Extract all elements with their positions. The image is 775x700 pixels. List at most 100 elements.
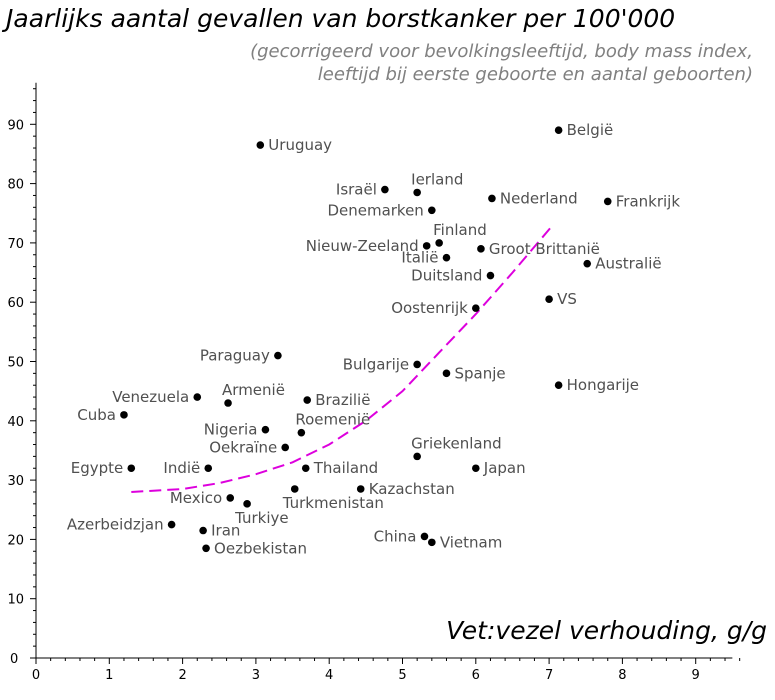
data-point bbox=[545, 295, 553, 304]
data-point bbox=[472, 464, 480, 473]
data-point bbox=[428, 538, 436, 547]
point-label: Israël bbox=[336, 181, 377, 199]
chart-subtitle-line-2: leeftijd bij eerste geboorte en aantal g… bbox=[317, 64, 753, 85]
x-tick-label: 6 bbox=[472, 668, 480, 683]
point-label: Duitsland bbox=[411, 267, 482, 285]
data-point bbox=[127, 464, 136, 473]
data-point bbox=[477, 245, 485, 253]
x-tick-label: 7 bbox=[545, 668, 553, 683]
data-point bbox=[297, 428, 306, 437]
point-label: Nederland bbox=[500, 189, 578, 207]
y-tick-label: 90 bbox=[7, 118, 24, 133]
data-point bbox=[167, 520, 176, 529]
data-points bbox=[120, 126, 612, 553]
point-label: Frankrijk bbox=[616, 192, 681, 210]
point-label: China bbox=[374, 527, 417, 545]
point-label: Ierland bbox=[411, 170, 463, 188]
data-point bbox=[281, 443, 290, 452]
x-tick-label: 4 bbox=[325, 668, 333, 683]
data-point bbox=[303, 396, 312, 404]
chart-subtitle: (gecorrigeerd voor bevolkingsleeftijd, b… bbox=[250, 40, 753, 86]
chart-subtitle-line-1: (gecorrigeerd voor bevolkingsleeftijd, b… bbox=[250, 41, 753, 62]
data-point bbox=[422, 242, 431, 250]
data-point bbox=[381, 185, 389, 194]
point-label: Turkmenistan bbox=[282, 494, 384, 512]
y-tick-label: 40 bbox=[7, 415, 24, 430]
trend-line bbox=[131, 224, 554, 493]
point-label: Mexico bbox=[170, 489, 222, 507]
x-tick-label: 0 bbox=[32, 668, 40, 683]
point-label: Brazilië bbox=[315, 391, 370, 409]
point-label: Iran bbox=[211, 522, 240, 540]
point-label: Uruguay bbox=[268, 136, 332, 154]
point-label: Nieuw-Zeeland bbox=[306, 237, 419, 255]
data-point bbox=[554, 381, 563, 390]
point-label: Italië bbox=[401, 249, 438, 267]
x-tick-label: 9 bbox=[692, 668, 700, 683]
y-tick-label: 50 bbox=[7, 356, 24, 371]
x-tick-label: 5 bbox=[398, 668, 406, 683]
y-tick-label: 0 bbox=[10, 652, 18, 667]
point-label: Denemarken bbox=[327, 201, 423, 219]
data-point bbox=[301, 464, 310, 473]
data-point bbox=[224, 399, 232, 407]
data-point bbox=[261, 425, 270, 434]
data-point bbox=[204, 464, 213, 473]
point-label: Nigeria bbox=[204, 421, 258, 439]
data-point bbox=[256, 141, 265, 149]
data-point bbox=[243, 500, 251, 508]
point-label: Roemenië bbox=[295, 411, 370, 429]
point-label: Hongarije bbox=[567, 376, 639, 394]
data-point bbox=[226, 494, 235, 502]
chart-title: Jaarlijks aantal gevallen van borstkanke… bbox=[6, 4, 676, 33]
y-tick-label: 60 bbox=[7, 296, 24, 311]
data-point bbox=[435, 239, 443, 247]
data-point bbox=[193, 393, 202, 401]
data-point bbox=[202, 544, 210, 553]
point-label: Turkiye bbox=[234, 509, 289, 527]
point-label: Paraguay bbox=[200, 347, 270, 365]
point-label: Bulgarije bbox=[343, 355, 409, 373]
y-tick-label: 70 bbox=[7, 237, 24, 252]
x-tick-label: 8 bbox=[618, 668, 626, 683]
data-point bbox=[488, 194, 496, 203]
data-point bbox=[274, 351, 282, 360]
data-point bbox=[428, 206, 436, 215]
point-label: Cuba bbox=[77, 406, 116, 424]
data-point bbox=[603, 197, 612, 206]
data-point bbox=[420, 532, 429, 541]
point-labels: België Uruguay Israël Ierland Nederland Frank… bbox=[67, 121, 680, 557]
x-tick-label: 2 bbox=[178, 668, 186, 683]
point-label: Thailand bbox=[313, 459, 378, 477]
y-tick-label: 30 bbox=[7, 474, 24, 489]
point-label: Venezuela bbox=[112, 388, 189, 406]
point-label: Kazachstan bbox=[369, 480, 455, 498]
x-tick-label: 3 bbox=[252, 668, 260, 683]
y-tick-label: 80 bbox=[7, 178, 24, 193]
data-point bbox=[442, 253, 451, 262]
point-label: Armenië bbox=[222, 381, 285, 399]
trend-line-group bbox=[131, 224, 554, 493]
axes: 10 20 30 40 50 60 70 80 90 00 1 2 3 4 5 6 7 8 9 bbox=[7, 82, 741, 683]
point-label: Indië bbox=[163, 459, 200, 477]
data-point bbox=[413, 360, 421, 369]
x-axis-title: Vet:vezel verhouding, g/g bbox=[446, 616, 767, 645]
point-label: Oezbekistan bbox=[214, 539, 307, 557]
data-point bbox=[486, 271, 495, 280]
data-point bbox=[199, 526, 207, 535]
point-label: Azerbeidzjan bbox=[67, 516, 164, 534]
data-point bbox=[290, 485, 299, 493]
point-label: Groot Brittanië bbox=[489, 240, 600, 258]
data-point bbox=[356, 485, 365, 493]
y-tick-label: 20 bbox=[7, 533, 24, 548]
data-point bbox=[442, 369, 451, 378]
data-point bbox=[554, 126, 563, 135]
data-point bbox=[413, 188, 421, 197]
point-label: Egypte bbox=[71, 459, 124, 477]
data-point bbox=[583, 259, 592, 268]
data-point bbox=[120, 411, 128, 419]
point-label: Oekraïne bbox=[209, 438, 277, 456]
point-label: Griekenland bbox=[411, 434, 501, 452]
point-label: België bbox=[567, 121, 614, 139]
